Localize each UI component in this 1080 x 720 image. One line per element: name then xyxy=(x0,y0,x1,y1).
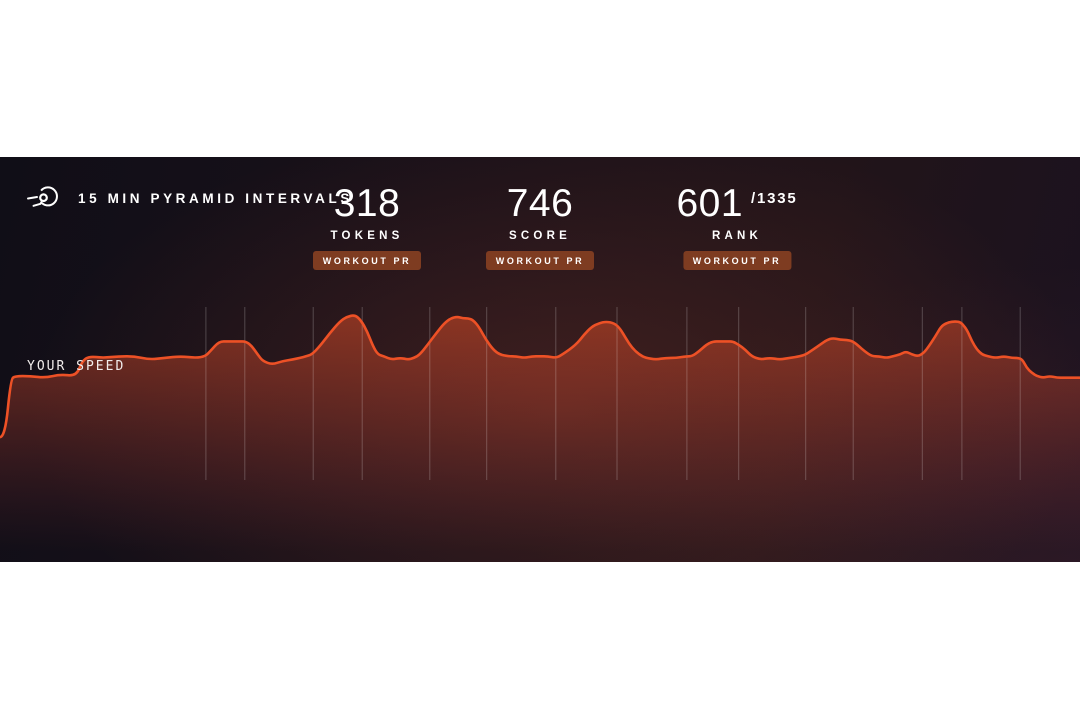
speed-area-fill xyxy=(0,315,1080,562)
panel-header: 15 MIN PYRAMID INTERVALS xyxy=(25,182,353,212)
rank-total: /1335 xyxy=(751,190,798,207)
workout-summary-card: 15 MIN PYRAMID INTERVALS 318 TOKENS WORK… xyxy=(0,157,1080,562)
your-speed-label: YOUR SPEED xyxy=(27,359,126,374)
score-value: 746 xyxy=(506,182,574,225)
stat-score: 746 SCORE WORKOUT PR xyxy=(486,184,594,270)
rank-label: RANK xyxy=(711,230,763,242)
interval-gridlines xyxy=(205,307,1021,480)
rank-pr-badge: WORKOUT PR xyxy=(683,251,791,270)
speed-comet-icon xyxy=(27,186,58,207)
tokens-label: TOKENS xyxy=(330,230,404,242)
tokens-value: 318 xyxy=(333,182,401,225)
stat-rank: 601 /1335 RANK WORKOUT PR xyxy=(676,184,797,270)
stat-tokens: 318 TOKENS WORKOUT PR xyxy=(313,184,421,270)
score-label: SCORE xyxy=(509,230,571,242)
workout-title: 15 MIN PYRAMID INTERVALS xyxy=(78,190,353,206)
tokens-pr-badge: WORKOUT PR xyxy=(313,251,421,270)
score-pr-badge: WORKOUT PR xyxy=(486,251,594,270)
speed-chart xyxy=(0,307,1080,562)
speed-line xyxy=(0,314,1080,439)
rank-value: 601 xyxy=(676,182,744,225)
